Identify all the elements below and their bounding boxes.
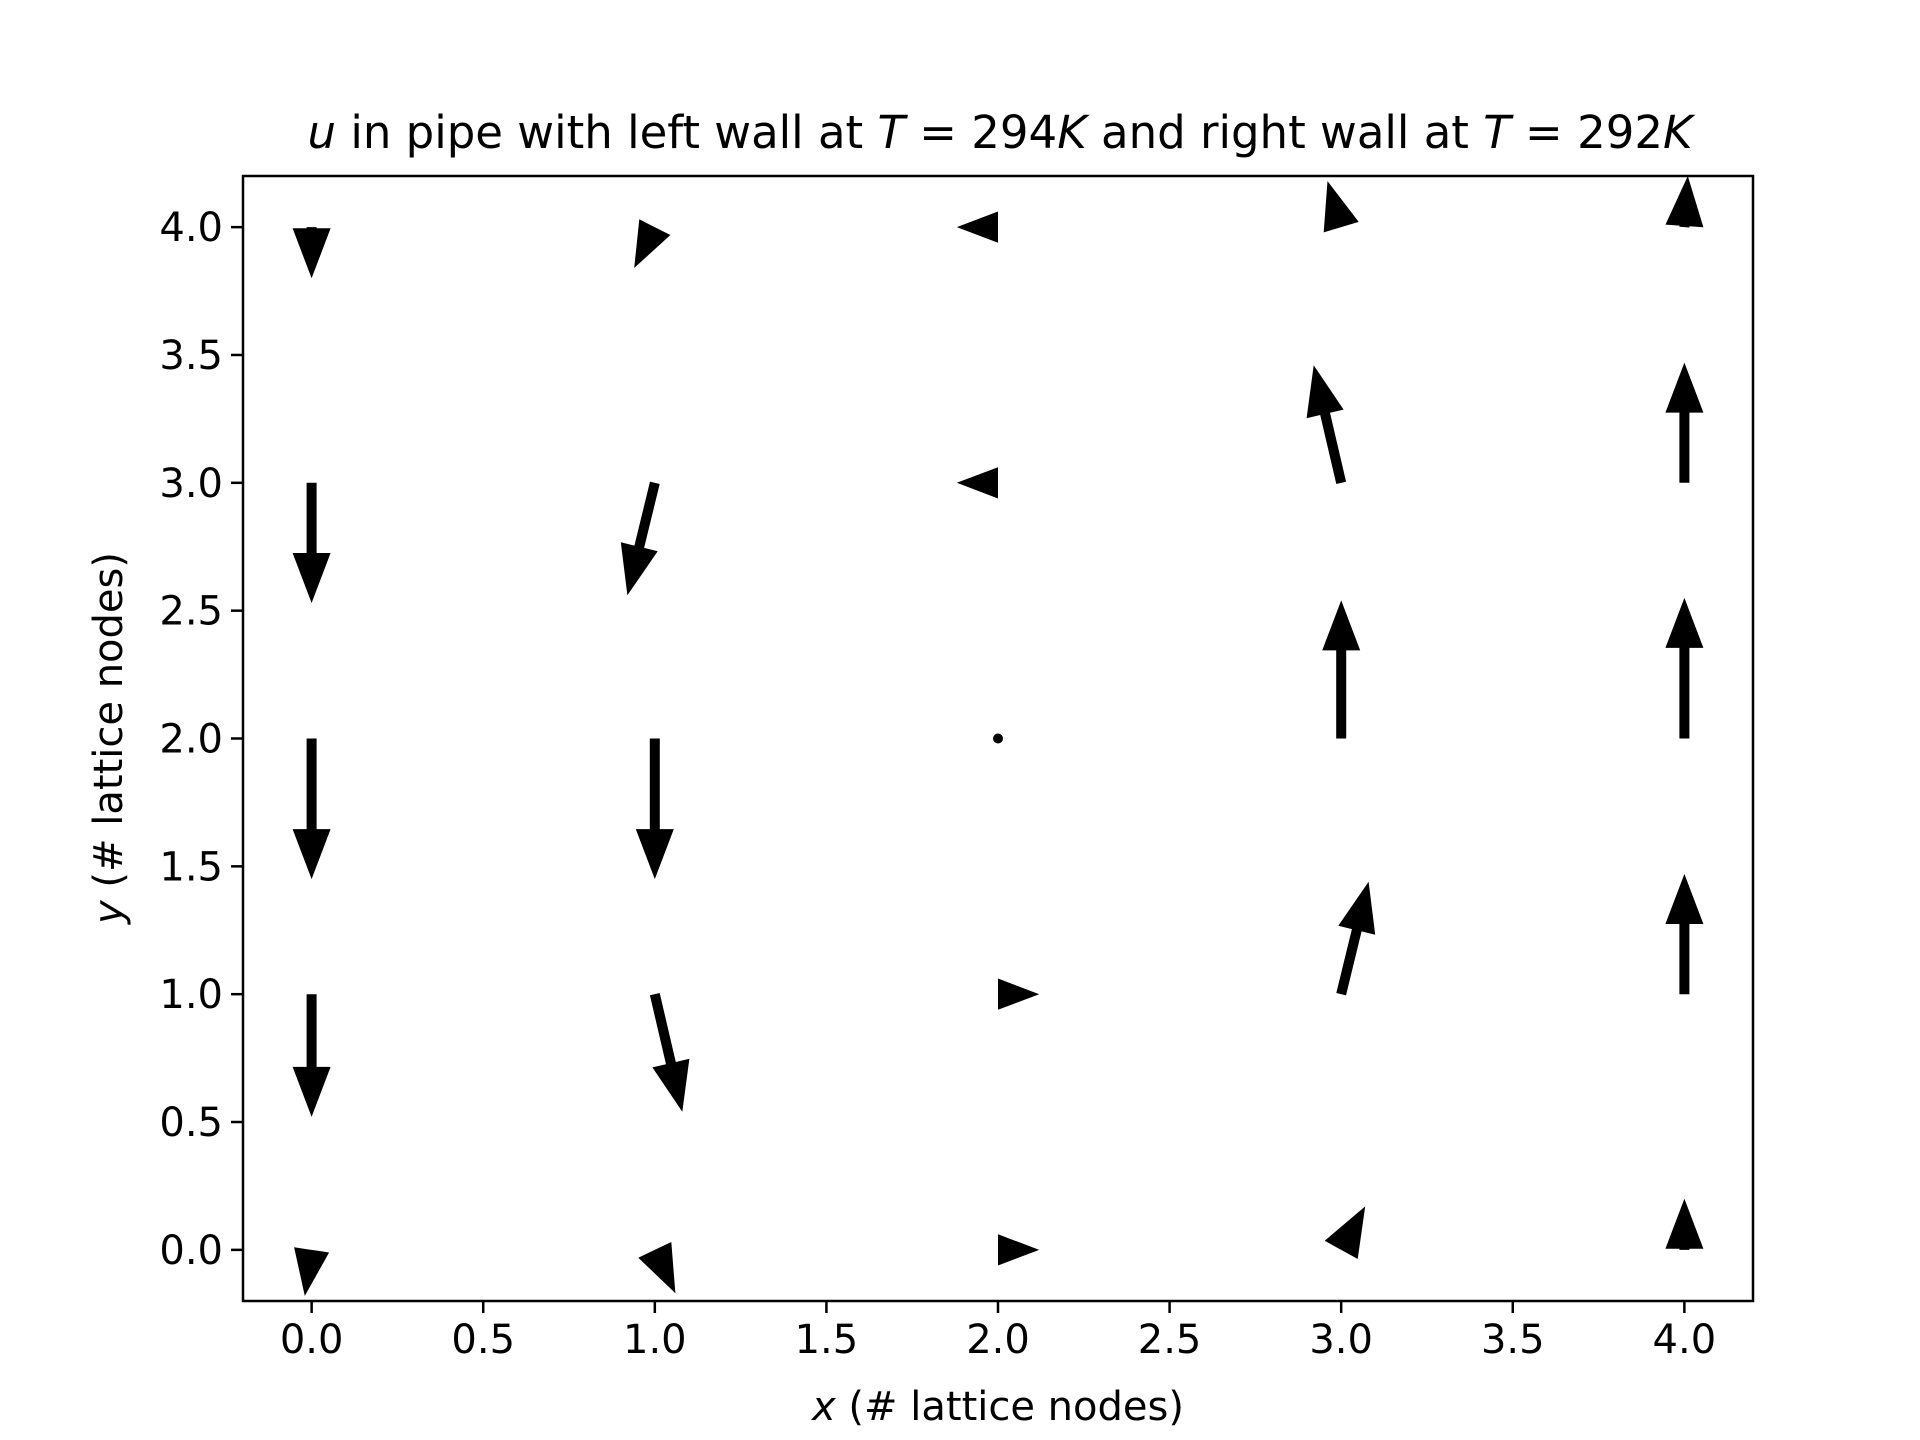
- quiver-arrow: [1665, 874, 1704, 995]
- quiver-arrow: [294, 1247, 330, 1296]
- y-tick-label: 2.5: [159, 589, 223, 635]
- x-tick-label: 1.5: [795, 1317, 859, 1363]
- quiver-arrow: [1306, 365, 1347, 484]
- quiver-arrow: [1323, 181, 1359, 233]
- quiver-arrow: [1665, 362, 1704, 483]
- x-tick-label: 0.0: [280, 1317, 344, 1363]
- x-tick-label: 1.0: [623, 1317, 687, 1363]
- y-tick-label: 3.0: [159, 461, 223, 507]
- y-axis-label-rest: (# lattice nodes): [86, 552, 132, 900]
- title-part: K: [1057, 106, 1090, 159]
- x-tick-label: 0.5: [451, 1317, 515, 1363]
- y-axis: 0.0 0.5 1.0 1.5 2.0 2.5 3.0 3.5 4.0: [159, 205, 243, 1274]
- y-tick-label: 4.0: [159, 205, 223, 251]
- title-part: in pipe with left wall at: [336, 106, 877, 159]
- x-tick-label: 2.5: [1138, 1317, 1202, 1363]
- title-part: T: [877, 106, 908, 159]
- arrow-layer: [292, 176, 1704, 1296]
- quiver-arrow: [956, 467, 998, 499]
- y-axis-var: y: [86, 899, 132, 925]
- quiver-arrow: [1336, 881, 1376, 996]
- title-part: K: [1663, 106, 1696, 159]
- title-part: u: [308, 106, 337, 159]
- title-part: T: [1483, 106, 1514, 159]
- quiver-arrow: [292, 482, 331, 603]
- y-tick-label: 0.0: [159, 1228, 223, 1274]
- y-tick-label: 1.0: [159, 972, 223, 1018]
- x-tick-label: 3.0: [1309, 1317, 1373, 1363]
- x-tick-label: 3.5: [1481, 1317, 1545, 1363]
- quiver-arrow: [993, 733, 1003, 744]
- quiver-arrow: [1324, 1206, 1366, 1259]
- x-axis-label: x (# lattice nodes): [810, 1384, 1184, 1430]
- quiver-arrow: [292, 227, 331, 279]
- quiver-arrow: [1665, 176, 1704, 228]
- quiver-arrow: [649, 993, 690, 1112]
- quiver-arrow: [634, 219, 671, 268]
- x-axis: 0.0 0.5 1.0 1.5 2.0 2.5 3.0 3.5 4.0: [280, 1301, 1716, 1363]
- quiver-arrow: [1665, 1198, 1704, 1250]
- x-tick-label: 2.0: [966, 1317, 1030, 1363]
- quiver-arrow: [292, 994, 331, 1117]
- title-part: = 294: [905, 106, 1057, 159]
- quiver-arrow: [635, 738, 674, 880]
- y-tick-label: 2.0: [159, 717, 223, 763]
- y-axis-label: y (# lattice nodes): [86, 552, 132, 925]
- title-part: = 292: [1511, 106, 1663, 159]
- quiver-arrow: [638, 1242, 676, 1294]
- title-part: and right wall at: [1087, 106, 1484, 159]
- y-tick-label: 1.5: [159, 844, 223, 890]
- quiver-arrow: [998, 1234, 1040, 1266]
- quiver-arrow: [1665, 597, 1704, 739]
- quiver-arrow: [956, 211, 998, 243]
- quiver-arrow: [620, 481, 660, 596]
- chart-title: u in pipe with left wall at T = 294K and…: [308, 106, 1696, 159]
- x-axis-var: x: [810, 1384, 836, 1430]
- y-tick-label: 3.5: [159, 333, 223, 379]
- y-tick-label: 0.5: [159, 1100, 223, 1146]
- quiver-arrow: [1322, 600, 1361, 739]
- x-axis-label-rest: (# lattice nodes): [836, 1384, 1184, 1430]
- quiver-arrow: [292, 738, 331, 880]
- x-tick-label: 4.0: [1653, 1317, 1717, 1363]
- quiver-arrow: [998, 978, 1040, 1010]
